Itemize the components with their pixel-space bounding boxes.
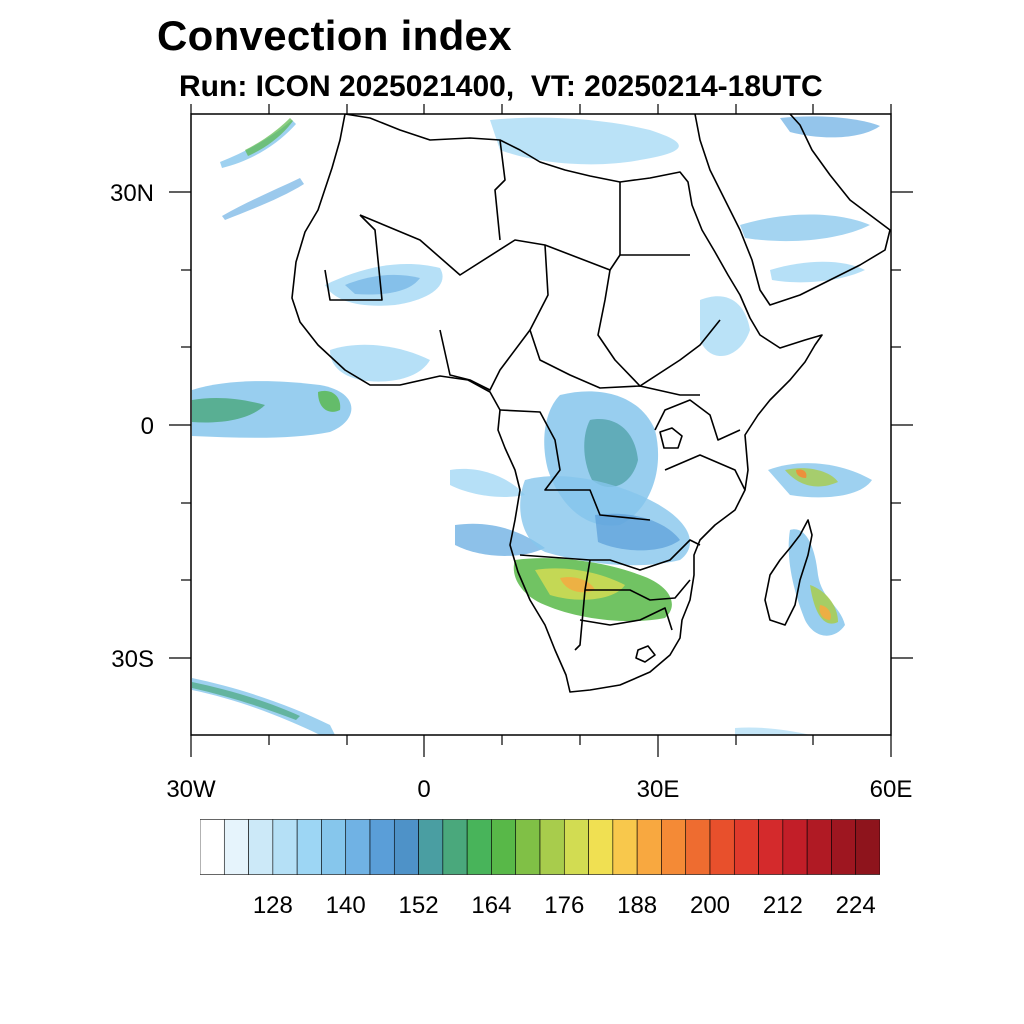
colorbar-label: 188 (617, 892, 657, 919)
lesotho (635, 645, 656, 663)
colorbar-box (758, 819, 784, 875)
colorbar-box (685, 819, 711, 875)
colorbar-box (442, 819, 468, 875)
colorbar-box (418, 819, 444, 875)
field-se-atlantic-streak-2 (450, 468, 525, 497)
field-zambia-core (595, 513, 680, 551)
x-label-0: 0 (417, 776, 430, 803)
field-arabia-band-2 (770, 261, 865, 283)
field-namibia-peak (560, 577, 595, 593)
colorbar-box (345, 819, 371, 875)
field-congo-core (584, 419, 638, 488)
x-label-60e: 60E (870, 776, 913, 803)
axis-ticks (169, 104, 913, 757)
colorbar-box (272, 819, 298, 875)
colorbar-box (612, 819, 638, 875)
colorbar-box (223, 819, 249, 875)
colorbar-label: 212 (763, 892, 803, 919)
madagascar-outline (764, 519, 813, 626)
colorbar-box (588, 819, 614, 875)
border-north (494, 139, 506, 241)
border-namibia (574, 559, 591, 651)
colorbar-label: 224 (836, 892, 876, 919)
field-ethiopia (700, 296, 750, 357)
colorbar-label: 140 (326, 892, 366, 919)
colorbar-label: 152 (399, 892, 439, 919)
colorbar-label: 176 (544, 892, 584, 919)
field-arabia-top (780, 116, 880, 138)
x-label-30e: 30E (637, 776, 680, 803)
field-west-sahara-core (345, 274, 420, 295)
colorbar-labels: 128140152164176188200212224236 (253, 892, 876, 919)
field-se-atlantic-streak (455, 523, 545, 556)
colorbar-box (661, 819, 687, 875)
colorbar: 128140152164176188200212224236 (200, 819, 880, 919)
colorbar-box (563, 819, 589, 875)
colorbar-box (636, 819, 662, 875)
border-east (654, 399, 741, 441)
colorbar-box (782, 819, 808, 875)
convection-field (192, 116, 880, 735)
colorbar-box (248, 819, 274, 875)
field-equatorial-atlantic-core (192, 397, 265, 423)
border-niger-chad (529, 244, 700, 396)
colorbar-box (709, 819, 735, 875)
x-label-30w: 30W (166, 776, 216, 803)
y-label-0: 0 (141, 413, 154, 440)
colorbar-box (296, 819, 322, 875)
field-south-indian (735, 727, 810, 735)
field-sw-streak-core (192, 682, 300, 720)
colorbar-label: 128 (253, 892, 293, 919)
colorbar-box (393, 819, 419, 875)
arabia-outline (694, 114, 891, 306)
colorbar-label: 200 (690, 892, 730, 919)
colorbar-box (491, 819, 517, 875)
colorbar-box (466, 819, 492, 875)
border-sahel (359, 214, 690, 276)
colorbar-boxes (200, 819, 880, 875)
y-label-30s: 30S (111, 646, 154, 673)
colorbar-box (806, 819, 832, 875)
colorbar-box (200, 819, 225, 875)
colorbar-box (539, 819, 565, 875)
field-madagascar-core (810, 585, 838, 624)
colorbar-box (831, 819, 857, 875)
field-arabia-band (740, 214, 870, 242)
field-equatorial-atlantic (192, 381, 352, 438)
field-atlantic-nw-core (245, 118, 293, 156)
colorbar-box (733, 819, 759, 875)
field-guinea-coast (330, 344, 430, 382)
y-label-30n: 30N (110, 180, 154, 207)
border-rsa (579, 607, 673, 631)
africa-outline (291, 114, 823, 693)
run-subtitle: Run: ICON 2025021400, VT: 20250214-18UTC (179, 70, 823, 103)
coastline-africa (291, 114, 891, 693)
colorbar-box (515, 819, 541, 875)
colorbar-box (369, 819, 395, 875)
border-botswana (585, 579, 691, 601)
border-nigeria (439, 329, 531, 391)
colorbar-label: 164 (471, 892, 511, 919)
field-mediterranean (490, 117, 679, 165)
border-congo (499, 409, 651, 521)
field-madagascar-peak (819, 605, 831, 620)
border-sudan (597, 269, 721, 387)
border-tanzania (664, 454, 746, 491)
border-mali (324, 214, 383, 301)
field-atlantic-core-east (318, 390, 341, 412)
chart-title: Convection index (157, 12, 512, 59)
field-atlantic-streak (222, 178, 304, 220)
colorbar-box (321, 819, 347, 875)
lake-victoria (659, 427, 683, 449)
field-indian-ocean-peak (796, 469, 807, 478)
colorbar-box (855, 819, 880, 875)
